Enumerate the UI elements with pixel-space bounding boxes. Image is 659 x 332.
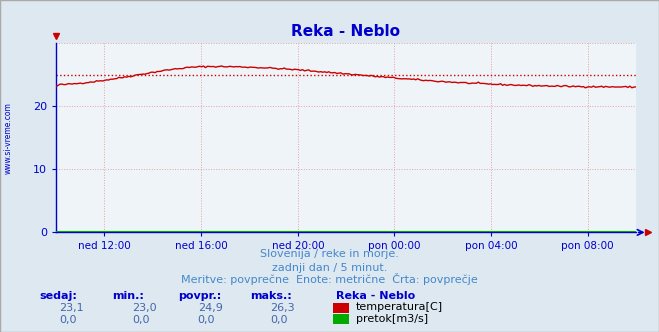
Text: sedaj:: sedaj:: [40, 291, 77, 301]
Text: 0,0: 0,0: [132, 315, 150, 325]
Text: 23,1: 23,1: [59, 303, 84, 313]
Text: temperatura[C]: temperatura[C]: [356, 302, 443, 312]
Title: Reka - Neblo: Reka - Neblo: [291, 24, 401, 39]
Text: 0,0: 0,0: [59, 315, 77, 325]
Text: maks.:: maks.:: [250, 291, 292, 301]
Text: Reka - Neblo: Reka - Neblo: [336, 291, 415, 301]
Text: Meritve: povprečne  Enote: metrične  Črta: povprečje: Meritve: povprečne Enote: metrične Črta:…: [181, 273, 478, 285]
Text: povpr.:: povpr.:: [178, 291, 221, 301]
Text: min.:: min.:: [112, 291, 144, 301]
Text: www.si-vreme.com: www.si-vreme.com: [3, 102, 13, 174]
Text: 23,0: 23,0: [132, 303, 156, 313]
Text: zadnji dan / 5 minut.: zadnji dan / 5 minut.: [272, 263, 387, 273]
Text: 26,3: 26,3: [270, 303, 295, 313]
Text: 0,0: 0,0: [198, 315, 215, 325]
Text: 0,0: 0,0: [270, 315, 288, 325]
Text: 24,9: 24,9: [198, 303, 223, 313]
Text: Slovenija / reke in morje.: Slovenija / reke in morje.: [260, 249, 399, 259]
Text: pretok[m3/s]: pretok[m3/s]: [356, 314, 428, 324]
